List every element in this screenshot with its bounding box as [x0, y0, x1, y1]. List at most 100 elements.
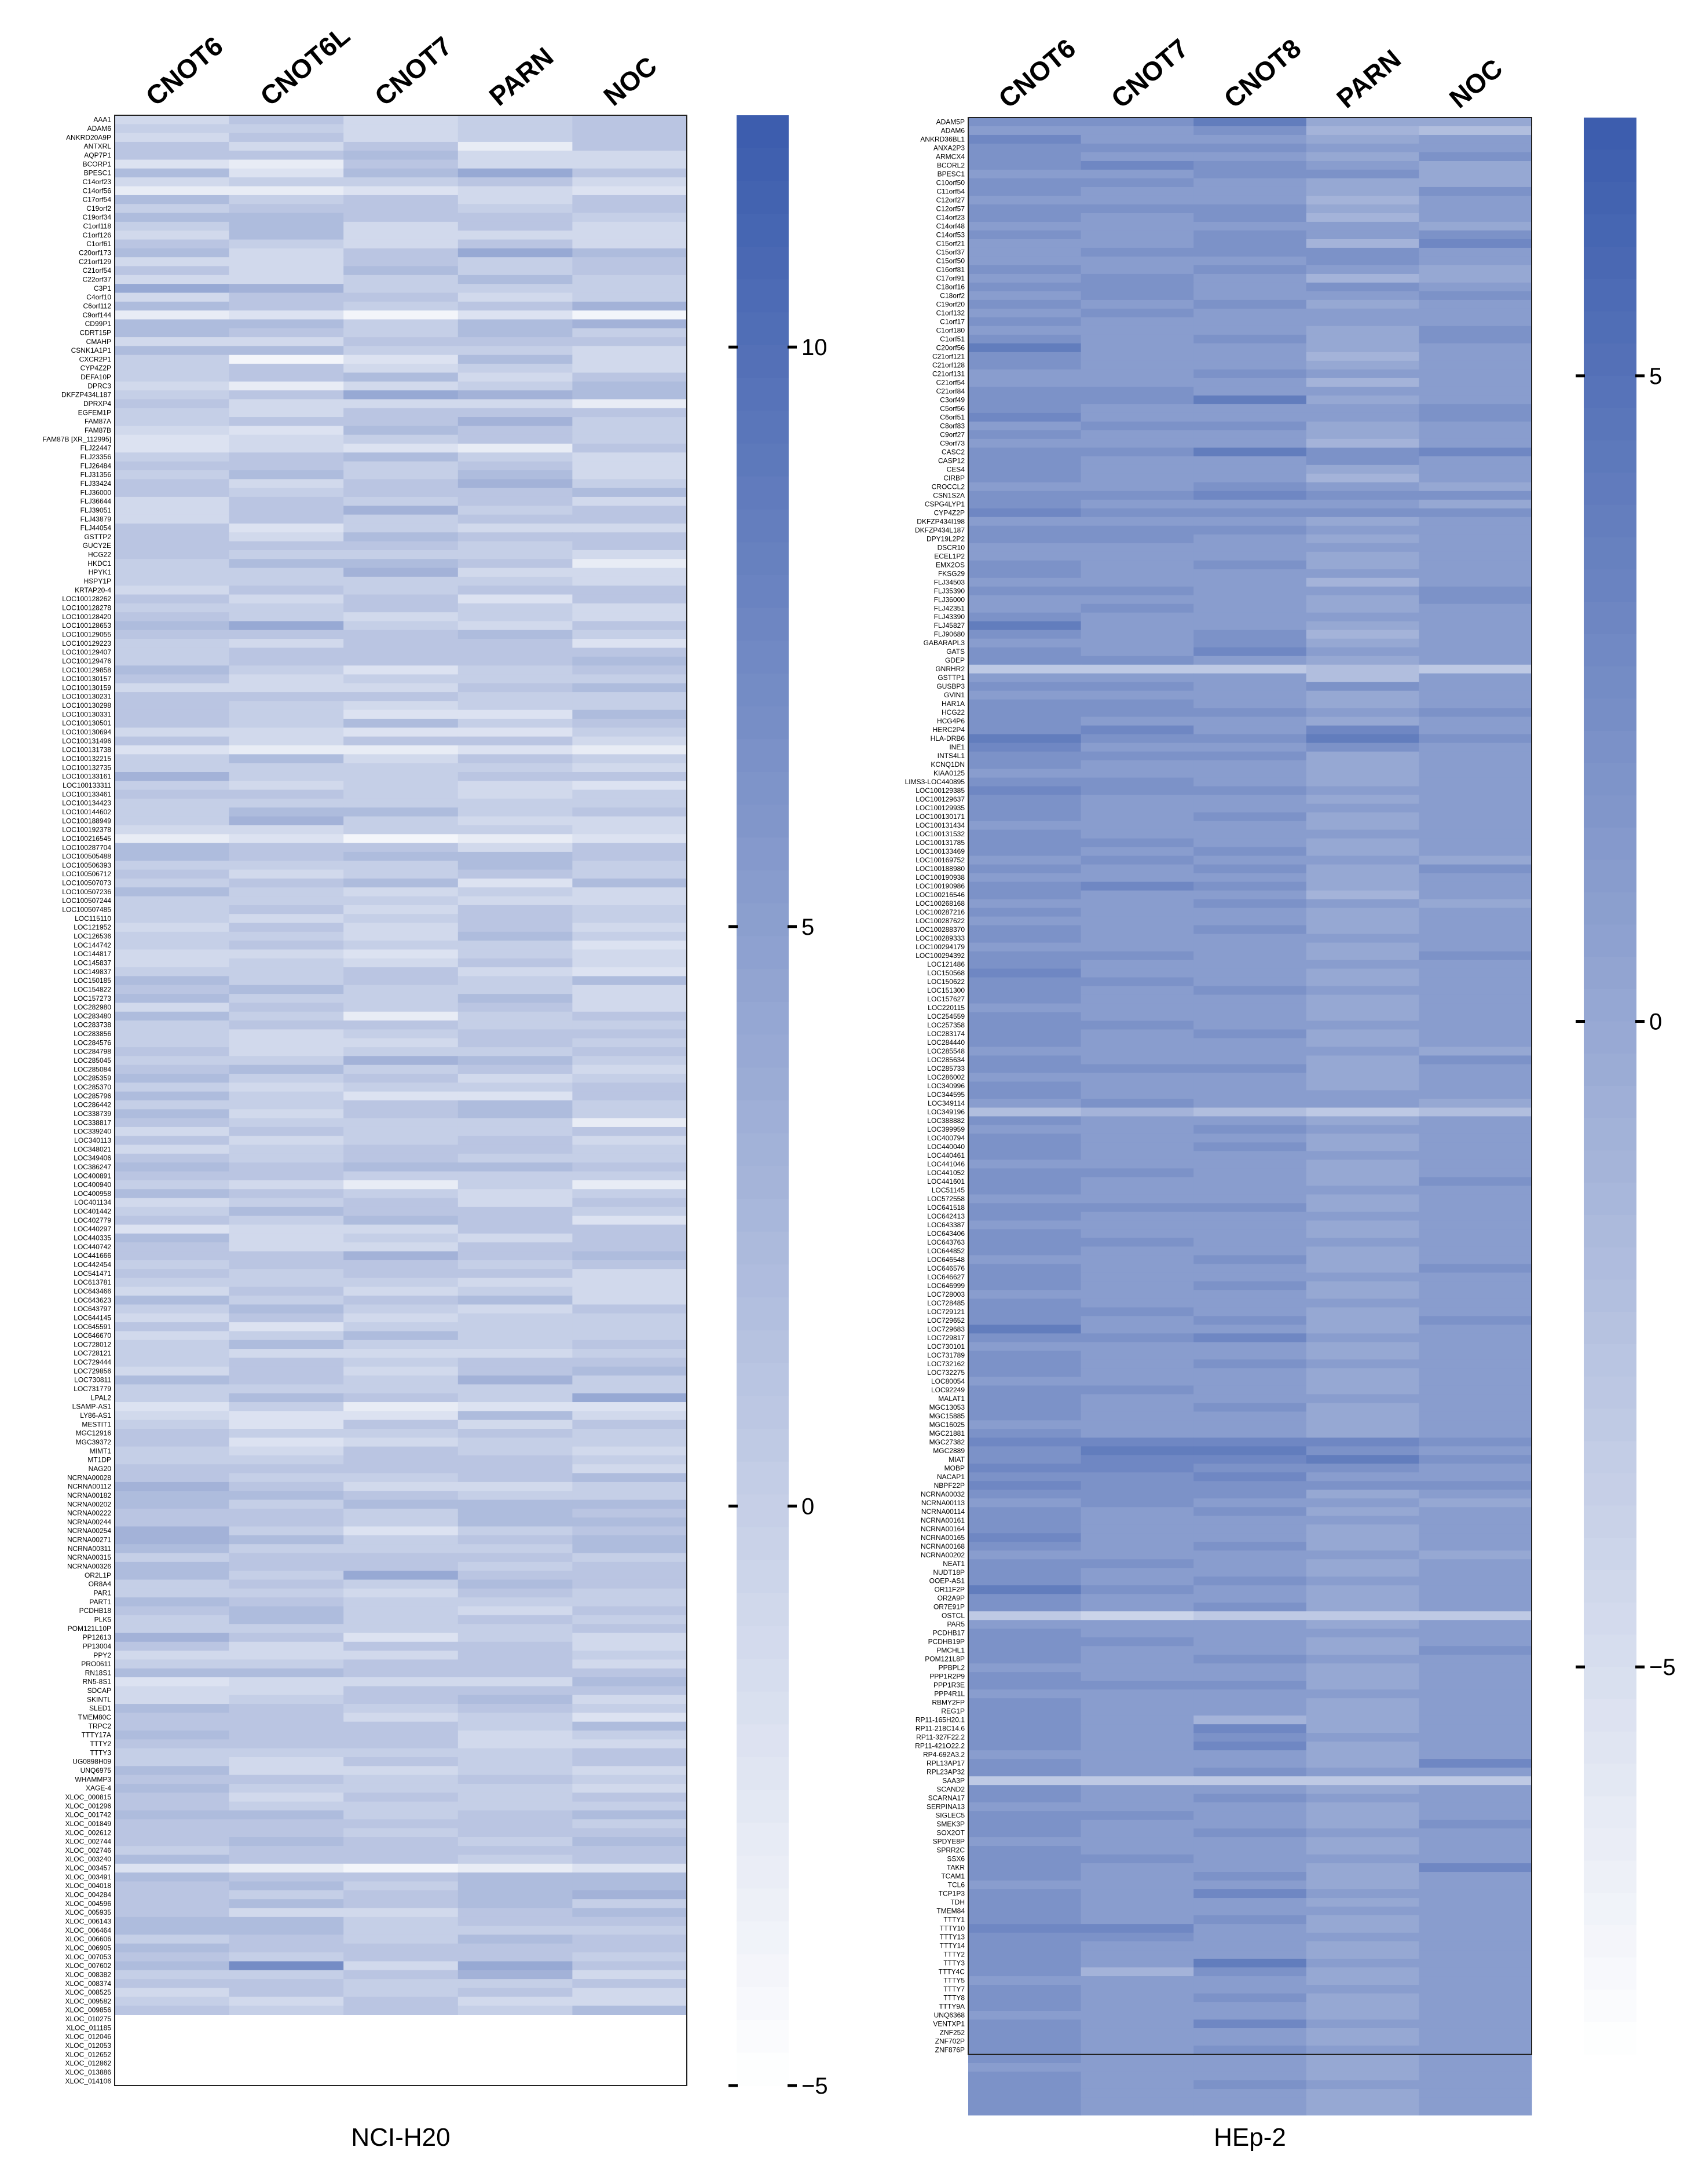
heatmap-cell — [968, 760, 1082, 770]
heatmap-cell — [115, 1961, 230, 1971]
heatmap-cell — [1081, 1220, 1194, 1230]
heatmap-cell — [343, 444, 459, 453]
heatmap-cell — [457, 1464, 573, 1474]
heatmap-cell — [572, 1011, 687, 1021]
heatmap-cell — [343, 1561, 459, 1571]
heatmap-cell — [229, 923, 344, 932]
heatmap-cell — [457, 834, 573, 844]
heatmap-cell — [115, 1721, 230, 1731]
heatmap-cell — [229, 1633, 344, 1642]
heatmap-cell — [1081, 751, 1194, 761]
heatmap-cell — [572, 1668, 687, 1678]
heatmap-cell — [1193, 1316, 1307, 1325]
colorbar-step — [1584, 1344, 1636, 1377]
heatmap-cell — [1081, 934, 1194, 943]
heatmap-cell — [1306, 464, 1419, 474]
heatmap-cell — [1193, 447, 1307, 457]
heatmap-cell — [1306, 829, 1419, 839]
row-label: LOC400940 — [74, 1181, 111, 1189]
heatmap-cell — [343, 523, 459, 533]
heatmap-cell — [1193, 864, 1307, 874]
heatmap-cell — [229, 772, 344, 781]
heatmap-cell — [115, 1792, 230, 1802]
heatmap-cell — [1306, 1055, 1419, 1065]
heatmap-cell — [457, 417, 573, 426]
heatmap-cell — [1306, 1854, 1419, 1864]
heatmap-cell — [1419, 178, 1532, 188]
row-label: NCRNA00254 — [67, 1527, 111, 1535]
heatmap-cell — [1306, 821, 1419, 831]
colorbar-step — [737, 804, 789, 838]
row-label: PMCHL1 — [936, 1647, 965, 1655]
row-label: GUSBP3 — [936, 682, 965, 690]
heatmap-cell — [1081, 299, 1194, 309]
heatmap-cell — [229, 239, 344, 249]
heatmap-cell — [229, 763, 344, 773]
heatmap-cell — [1419, 1585, 1532, 1594]
heatmap-cell — [572, 328, 687, 338]
heatmap-cell — [1419, 265, 1532, 275]
heatmap-cell — [1419, 1993, 1532, 2003]
heatmap-cell — [572, 1828, 687, 1838]
heatmap-cell — [1306, 1620, 1419, 1629]
heatmap-cell — [572, 1881, 687, 1891]
heatmap-cell — [343, 1553, 459, 1563]
heatmap-cell — [343, 1668, 459, 1678]
row-label: LOC386247 — [74, 1163, 111, 1171]
heatmap-cell — [572, 1996, 687, 2006]
heatmap-cell — [572, 851, 687, 861]
row-label: C21orf128 — [932, 361, 965, 369]
colorbar-step — [1584, 1473, 1636, 1506]
heatmap-cell — [1193, 1107, 1307, 1117]
heatmap-cell — [572, 1846, 687, 1856]
heatmap-cell — [343, 1934, 459, 1944]
heatmap-cell — [115, 1322, 230, 1332]
heatmap-cell — [968, 734, 1082, 744]
heatmap-cell — [457, 1074, 573, 1083]
heatmap-cell — [457, 364, 573, 373]
heatmap-cell — [457, 763, 573, 773]
row-label: SIGLEC5 — [935, 1812, 965, 1820]
row-label: LSAMP-AS1 — [72, 1403, 112, 1411]
heatmap-cell — [343, 639, 459, 649]
heatmap-cell — [1419, 1307, 1532, 1316]
heatmap-cell — [1419, 1941, 1532, 1951]
heatmap-cell — [115, 1304, 230, 1314]
heatmap-cell — [229, 488, 344, 497]
heatmap-cell — [1193, 1794, 1307, 1803]
heatmap-cell — [1306, 934, 1419, 943]
heatmap-cell — [115, 1846, 230, 1856]
heatmap-cell — [229, 949, 344, 959]
heatmap-cell — [1306, 543, 1419, 553]
row-label: XLOC_002612 — [65, 1828, 112, 1837]
heatmap-cell — [1081, 1316, 1194, 1325]
heatmap-cell — [968, 343, 1082, 353]
heatmap-cell — [1306, 378, 1419, 387]
heatmap-cell — [1081, 1681, 1194, 1690]
colorbar-step — [737, 1100, 789, 1134]
heatmap-cell — [457, 292, 573, 302]
heatmap-cell — [1419, 1637, 1532, 1647]
colorbar-step — [1584, 1860, 1636, 1893]
heatmap-cell — [229, 284, 344, 294]
heatmap-cell — [572, 1251, 687, 1261]
heatmap-cell — [1306, 1455, 1419, 1464]
colorbar-step — [737, 542, 789, 576]
row-label: LOC100288370 — [916, 925, 965, 934]
heatmap-cell — [229, 1358, 344, 1367]
heatmap-cell — [968, 881, 1082, 891]
heatmap-cell — [229, 1908, 344, 1918]
row-label: CD99P1 — [85, 320, 112, 328]
heatmap-cell — [968, 1915, 1082, 1925]
row-label: C20orf173 — [79, 249, 111, 257]
heatmap-cell — [457, 1952, 573, 1962]
colorbar-step — [737, 1133, 789, 1166]
heatmap-cell — [1419, 456, 1532, 466]
heatmap-cell — [229, 204, 344, 214]
heatmap-cell — [1306, 204, 1419, 214]
heatmap-cell — [1419, 1715, 1532, 1725]
row-label: UNQ6975 — [80, 1766, 112, 1775]
heatmap-cell — [1306, 1846, 1419, 1855]
heatmap-cell — [1419, 803, 1532, 813]
row-label: MOBP — [944, 1464, 965, 1472]
